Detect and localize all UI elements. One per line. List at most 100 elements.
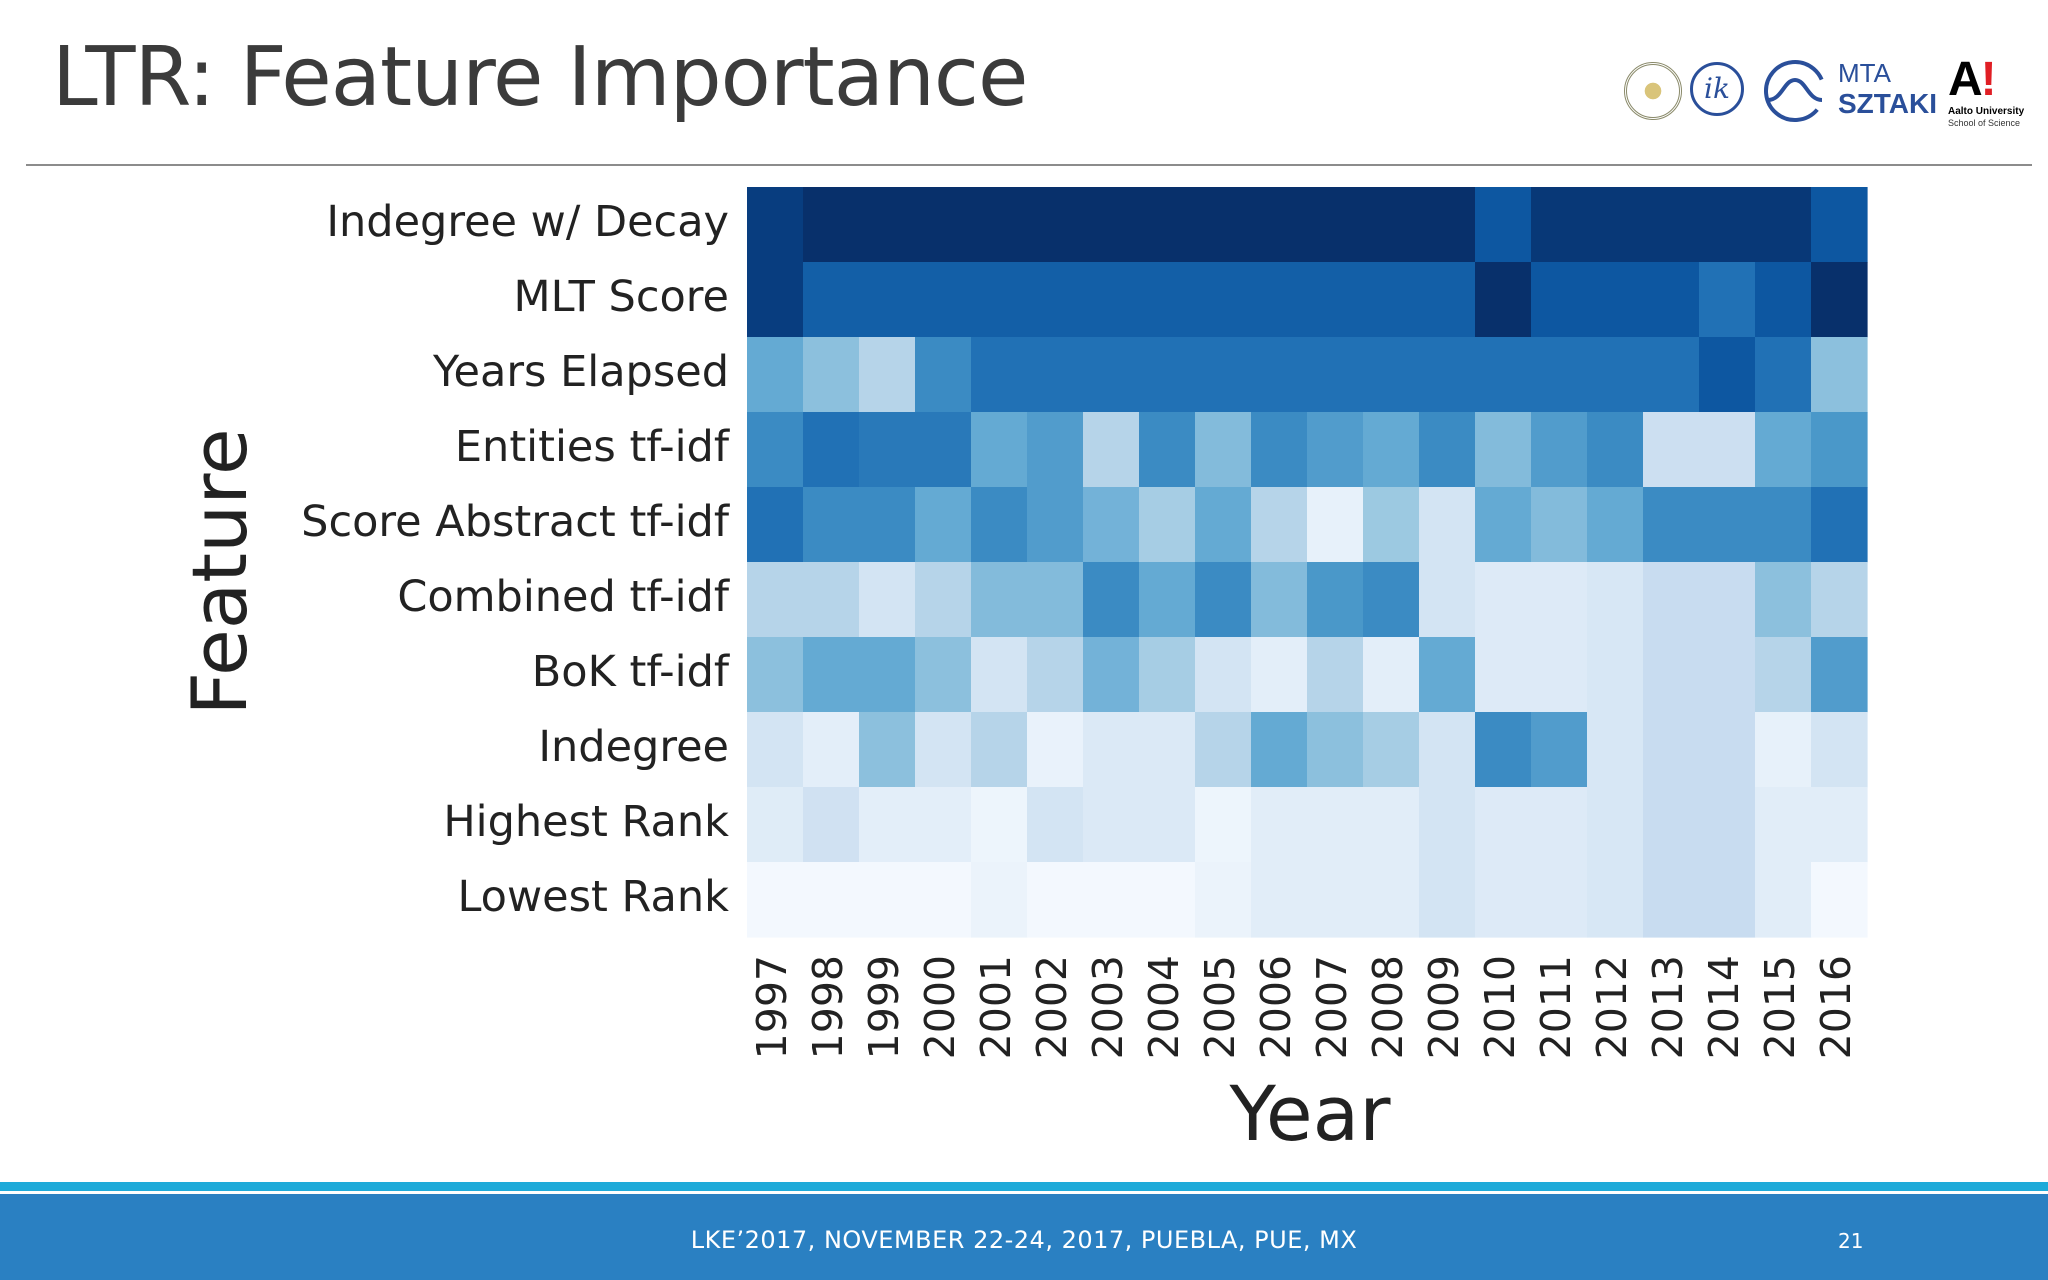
heatmap-cell — [915, 412, 972, 488]
heatmap-cell — [803, 637, 860, 713]
heatmap-cell — [859, 787, 916, 863]
heatmap-cell — [859, 712, 916, 788]
year-label: 2011 — [1532, 955, 1580, 1059]
feature-label: Lowest Rank — [457, 872, 729, 922]
heatmap-cell — [1419, 787, 1476, 863]
heatmap-cell — [1531, 412, 1588, 488]
heatmap-cell — [1755, 412, 1812, 488]
heatmap-cell — [1139, 187, 1196, 263]
heatmap-cell — [1419, 412, 1476, 488]
year-label: 2002 — [1028, 955, 1076, 1059]
year-labels: 1997 1998 1999 2000 2001 2002 2003 2004 2005 2006… — [748, 955, 1860, 1059]
heatmap-cell — [1699, 712, 1756, 788]
heatmap-cell — [1027, 262, 1084, 338]
feature-label: Entities tf-idf — [455, 422, 730, 472]
heatmap-cell — [859, 187, 916, 263]
heatmap-cell — [803, 712, 860, 788]
heatmap-cell — [1475, 862, 1532, 938]
heatmap-cell — [915, 787, 972, 863]
heatmap-cell — [915, 262, 972, 338]
heatmap-cell — [1027, 187, 1084, 263]
heatmap-cell — [803, 487, 860, 563]
heatmap-cell — [747, 862, 804, 938]
aalto-logo-bang: ! — [1980, 53, 1997, 106]
heatmap-cell — [1307, 712, 1364, 788]
heatmap-cell — [1307, 487, 1364, 563]
heatmap-cell — [971, 562, 1028, 638]
heatmap-cell — [1587, 412, 1644, 488]
year-label: 2005 — [1196, 955, 1244, 1059]
heatmap-cell — [1083, 712, 1140, 788]
year-label: 2014 — [1700, 955, 1748, 1059]
heatmap-cell — [1699, 187, 1756, 263]
heatmap-cell — [803, 337, 860, 413]
heatmap-cell — [1251, 412, 1308, 488]
heatmap-cell — [1363, 337, 1420, 413]
heatmap-cell — [1195, 412, 1252, 488]
heatmap-cell — [1195, 712, 1252, 788]
heatmap-cell — [1419, 862, 1476, 938]
ik-logo: ik — [1690, 62, 1744, 116]
footer-text: LKE’2017, NOVEMBER 22-24, 2017, PUEBLA, … — [690, 1226, 1358, 1254]
heatmap-cell — [1027, 412, 1084, 488]
heatmap-cell — [1139, 412, 1196, 488]
university-seal-logo — [1624, 62, 1682, 120]
heatmap-cell — [1139, 637, 1196, 713]
heatmap-cell — [971, 337, 1028, 413]
heatmap-cell — [747, 637, 804, 713]
heatmap-cell — [915, 187, 972, 263]
heatmap-cell — [1251, 787, 1308, 863]
feature-label: Highest Rank — [443, 797, 729, 847]
heatmap-cell — [1811, 412, 1868, 488]
heatmap-cell — [971, 787, 1028, 863]
feature-importance-heatmap: Indegree w/ Decay MLT Score Years Elapsed E… — [175, 187, 1868, 1158]
heatmap-cell — [1251, 562, 1308, 638]
heatmap-cell — [859, 637, 916, 713]
feature-label: BoK tf-idf — [532, 647, 730, 697]
heatmap-cell — [915, 637, 972, 713]
heatmap-cell — [1139, 562, 1196, 638]
heatmap-cell — [747, 187, 804, 263]
heatmap-cell — [1195, 787, 1252, 863]
heatmap-cell — [971, 862, 1028, 938]
year-label: 2004 — [1140, 955, 1188, 1059]
heatmap-cell — [1419, 712, 1476, 788]
heatmap-cell — [1363, 862, 1420, 938]
heatmap-cell — [747, 412, 804, 488]
heatmap-cell — [1699, 487, 1756, 563]
heatmap-cell — [1755, 187, 1812, 263]
heatmap-cell — [1475, 787, 1532, 863]
heatmap-cell — [1027, 487, 1084, 563]
heatmap-cell — [971, 262, 1028, 338]
aalto-logo-line1: Aalto University — [1948, 106, 2025, 117]
aalto-logo-line2: School of Science — [1948, 118, 2021, 128]
heatmap-cell — [1587, 862, 1644, 938]
heatmap-cell — [1643, 562, 1700, 638]
heatmap-cell — [971, 712, 1028, 788]
heatmap-cell — [1307, 637, 1364, 713]
heatmap-cell — [859, 562, 916, 638]
heatmap-cell — [859, 487, 916, 563]
heatmap-cell — [1027, 862, 1084, 938]
heatmap-cell — [1251, 187, 1308, 263]
heatmap-cell — [1363, 412, 1420, 488]
partner-logos: ik MTA SZTAKI A! Aalto University School… — [1620, 53, 2030, 132]
heatmap-cell — [1195, 637, 1252, 713]
heatmap-cell — [1475, 412, 1532, 488]
heatmap-cell — [1755, 712, 1812, 788]
y-axis-title: Feature — [175, 428, 264, 715]
year-label: 2012 — [1588, 955, 1636, 1059]
heatmap-cell — [1811, 262, 1868, 338]
heatmap-cell — [1083, 337, 1140, 413]
heatmap-cell — [1811, 487, 1868, 563]
feature-label: Years Elapsed — [432, 347, 729, 397]
heatmap-cell — [859, 412, 916, 488]
year-label: 1997 — [748, 955, 796, 1059]
page-number: 21 — [1838, 1229, 1864, 1253]
heatmap-cell — [1139, 862, 1196, 938]
heatmap-cell — [1755, 337, 1812, 413]
year-label: 2013 — [1644, 955, 1692, 1059]
heatmap-cell — [1251, 712, 1308, 788]
heatmap-cell — [915, 862, 972, 938]
x-axis-title: Year — [1229, 1069, 1392, 1158]
